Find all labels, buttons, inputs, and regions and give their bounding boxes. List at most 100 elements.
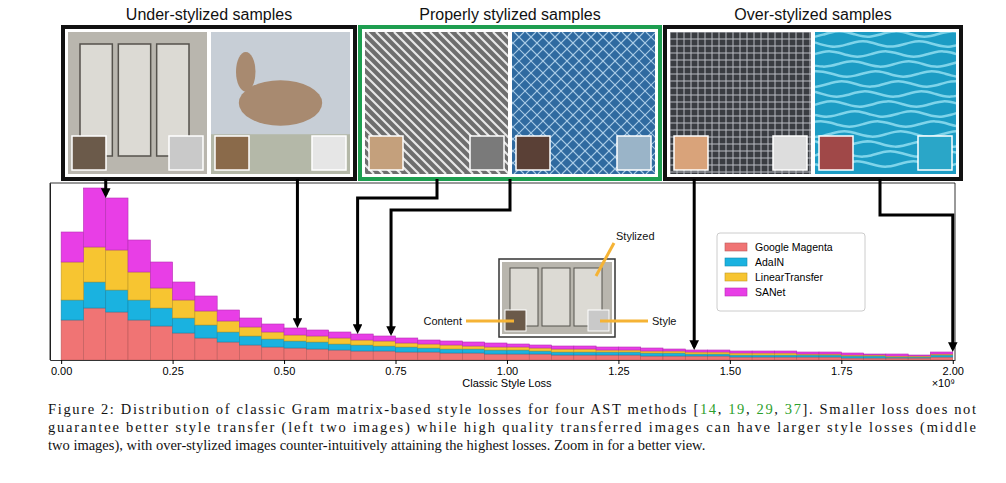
histogram-bar	[217, 310, 239, 321]
image-texture	[586, 32, 655, 174]
histogram-bar	[106, 312, 128, 360]
sample-image	[512, 32, 655, 174]
histogram-bar	[284, 328, 306, 335]
histogram-bar	[83, 188, 105, 247]
histogram-bar	[396, 352, 418, 360]
histogram-bar	[708, 356, 730, 360]
histogram-bar	[529, 348, 551, 351]
histogram-bar	[351, 351, 373, 360]
image-texture	[815, 101, 956, 106]
histogram-bar	[596, 347, 618, 350]
x-tick-label: 1.25	[608, 365, 629, 377]
inset-leader	[466, 320, 514, 323]
image-texture	[118, 44, 150, 156]
legend-swatch	[725, 288, 747, 296]
histogram-bar	[306, 336, 328, 342]
sample-image	[211, 32, 350, 174]
histogram-bar	[752, 351, 774, 353]
histogram-bar	[195, 325, 217, 338]
histogram-bar	[930, 352, 952, 354]
panel-title: Properly stylized samples	[419, 6, 600, 23]
histogram-bar	[262, 332, 284, 339]
y-axis-line	[50, 184, 51, 361]
inset-image	[502, 262, 612, 334]
caption-text: ]. Smaller loss does not	[803, 401, 976, 417]
x-axis-multiplier: ×10⁹	[932, 377, 955, 389]
legend-entry: SANet	[725, 286, 785, 298]
histogram-bar	[306, 330, 328, 336]
pointer-arrow	[296, 179, 299, 325]
citation: 29	[756, 401, 772, 417]
caption-text: guarantee better style transfer (left tw…	[48, 419, 976, 436]
histogram-bar	[552, 349, 574, 352]
histogram-bar	[418, 344, 440, 348]
histogram-bar	[373, 341, 395, 346]
x-tick: 0.00	[51, 360, 72, 377]
image-texture	[670, 32, 811, 33]
caption-text: ,	[746, 401, 755, 417]
image-texture	[670, 116, 811, 117]
histogram-bar	[239, 318, 261, 327]
content-thumbnail	[516, 136, 550, 170]
histogram-bar	[462, 349, 484, 353]
inset-label: Style	[652, 315, 676, 327]
figure: Under-stylized samplesProperly stylized …	[0, 0, 1006, 483]
histogram-bar	[150, 308, 172, 326]
histogram-bar	[418, 352, 440, 360]
histogram-bar	[106, 198, 128, 250]
image-texture	[514, 32, 655, 174]
histogram-bar	[373, 346, 395, 351]
histogram-bar	[284, 341, 306, 348]
histogram-bar	[485, 343, 507, 347]
image-background	[211, 32, 350, 174]
histogram-bar	[373, 351, 395, 360]
histogram-bar	[440, 341, 462, 345]
histogram-bar	[708, 350, 730, 352]
legend-label: AdaIN	[755, 256, 784, 268]
x-axis-title: Classic Style Loss	[462, 377, 552, 389]
histogram-bar	[262, 324, 284, 332]
image-texture	[670, 88, 811, 89]
histogram-bar	[173, 333, 195, 360]
x-tick-label: 0.00	[51, 365, 72, 377]
image-texture	[211, 134, 350, 174]
x-tick: 1.25	[608, 360, 629, 377]
legend-label: Google Magenta	[755, 241, 833, 253]
pointer-arrow	[880, 179, 953, 349]
histogram-bar	[552, 352, 574, 355]
histogram-bar	[128, 300, 150, 320]
image-texture	[538, 32, 655, 174]
histogram-bar	[507, 347, 529, 350]
histogram-bar	[173, 318, 195, 333]
histogram-bar	[128, 240, 150, 272]
content-thumbnail	[369, 136, 403, 170]
image-background	[670, 32, 811, 174]
caption-text: ,	[718, 401, 727, 417]
x-tick: 1.75	[831, 360, 852, 377]
image-texture	[670, 172, 811, 173]
histogram-bar	[262, 347, 284, 360]
x-axis-line	[51, 360, 956, 361]
caption: Figure 2: Distribution of classic Gram m…	[48, 401, 976, 454]
image-texture	[815, 91, 956, 96]
image-texture	[815, 32, 956, 37]
histogram-bar	[351, 345, 373, 351]
histogram-bar	[641, 356, 663, 360]
histogram-bar	[864, 356, 886, 358]
histogram-bar	[618, 355, 640, 360]
x-tick-label: 2.00	[943, 365, 964, 377]
style-thumbnail	[918, 136, 952, 170]
style-thumbnail	[312, 136, 346, 170]
caption-line: two images), with over-stylized images c…	[48, 437, 705, 454]
pointer-arrow	[104, 179, 107, 195]
image-texture	[670, 39, 811, 40]
histogram-bar	[774, 351, 796, 353]
x-axis: 0.000.250.500.751.001.251.501.752.00	[51, 360, 964, 377]
histogram-bar	[752, 357, 774, 360]
histogram-bar	[106, 290, 128, 312]
legend-label: SANet	[755, 286, 785, 298]
sample-image	[68, 32, 207, 174]
image-texture	[512, 32, 620, 174]
inset-leader	[600, 320, 648, 323]
histogram-bar	[908, 357, 930, 358]
